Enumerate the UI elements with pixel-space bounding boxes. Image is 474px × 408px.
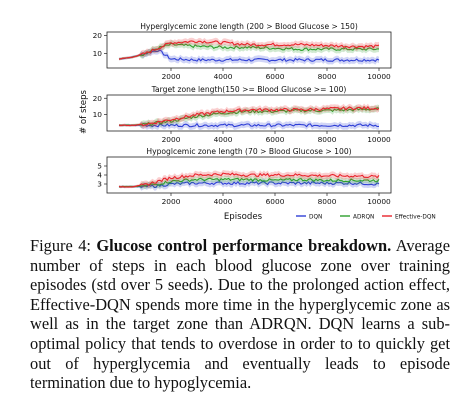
series-line — [118, 177, 380, 188]
y-tick-label: 4 — [97, 171, 102, 180]
x-tick-label: 10000 — [367, 135, 391, 144]
x-tick-label: 8000 — [318, 72, 337, 81]
legend-label: DQN — [309, 215, 322, 221]
series-line — [119, 122, 380, 128]
x-tick-label: 2000 — [162, 72, 181, 81]
series-std-band — [119, 169, 379, 189]
series-line — [119, 107, 380, 126]
series-line — [118, 180, 380, 189]
x-tick-label: 8000 — [318, 135, 337, 144]
x-tick-label: 4000 — [214, 135, 233, 144]
y-tick-label: 10 — [93, 49, 103, 58]
series-line — [118, 40, 380, 60]
x-tick-label: 4000 — [214, 197, 233, 206]
caption-label: Figure 4: — [30, 236, 91, 255]
y-tick-label: 5 — [97, 162, 102, 171]
panel-title: Target zone length(150 >= Blood Glucose … — [151, 85, 347, 94]
x-tick-label: 6000 — [266, 135, 285, 144]
caption-bold-title: Glucose control performance breakdown. — [96, 236, 392, 255]
y-tick-label: 20 — [93, 94, 103, 103]
x-tick-label: 2000 — [162, 135, 181, 144]
x-tick-label: 2000 — [162, 197, 181, 206]
caption-text: Average number of steps in each blood gl… — [30, 236, 450, 393]
figure-caption: Figure 4: Glucose control performance br… — [30, 236, 450, 393]
series-std-band — [119, 120, 379, 130]
figure-4-chart: Hyperglycemic zone length (200 > Blood G… — [79, 22, 436, 222]
x-tick-label: 10000 — [367, 72, 391, 81]
x-tick-label: 6000 — [266, 197, 285, 206]
x-axis-label: Episodes — [224, 212, 263, 222]
y-tick-label: 10 — [93, 110, 103, 119]
panel-title: Hyperglycemic zone length (200 > Blood G… — [140, 22, 358, 31]
y-tick-label: 3 — [97, 180, 102, 189]
x-tick-label: 4000 — [214, 72, 233, 81]
y-tick-label: 20 — [93, 31, 103, 40]
x-tick-label: 6000 — [266, 72, 285, 81]
x-tick-label: 8000 — [318, 197, 337, 206]
series-std-band — [119, 37, 379, 61]
panel-title: Hypoglcemic zone length (70 > Blood Gluc… — [146, 147, 351, 156]
legend-label: Effective-DQN — [395, 215, 436, 221]
legend-label: ADRQN — [353, 215, 374, 221]
series-line — [118, 49, 380, 63]
series-line — [118, 172, 380, 188]
y-axis-label: # of steps — [79, 89, 89, 134]
series-line — [118, 105, 380, 127]
x-tick-label: 10000 — [367, 197, 391, 206]
